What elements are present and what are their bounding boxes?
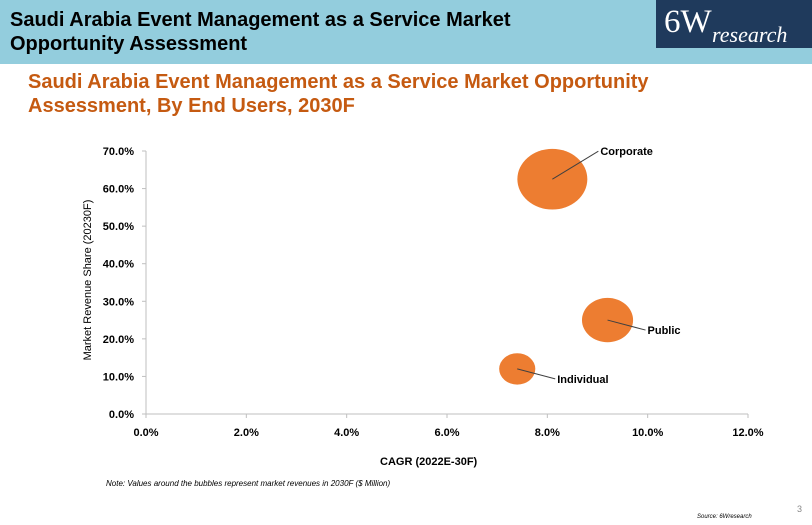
chart-title: Saudi Arabia Event Management as a Servi… xyxy=(28,71,649,117)
company-logo: 6W research xyxy=(656,0,812,48)
bubble-label-public: Public xyxy=(648,325,681,337)
y-tick-label: 70.0% xyxy=(103,146,134,158)
logo-main-text: 6W xyxy=(664,4,712,40)
x-axis-label: CAGR (2022E-30F) xyxy=(380,456,478,468)
x-tick-label: 2.0% xyxy=(234,427,259,439)
leader-line-public xyxy=(607,319,646,331)
bubble-label-individual: Individual xyxy=(557,374,608,386)
x-tick-label: 12.0% xyxy=(732,427,763,439)
y-tick-label: 30.0% xyxy=(103,296,134,308)
chart-note: Note: Values around the bubbles represen… xyxy=(106,479,391,488)
y-tick-label: 40.0% xyxy=(103,259,134,271)
x-tick-label: 0.0% xyxy=(133,427,158,439)
x-tick-label: 8.0% xyxy=(535,427,560,439)
y-tick-label: 50.0% xyxy=(103,221,134,233)
y-tick-label: 20.0% xyxy=(103,334,134,346)
header-bar: Saudi Arabia Event Management as a Servi… xyxy=(0,0,812,64)
source-text: Source: 6Wresearch xyxy=(697,514,752,520)
bubble-label-corporate: Corporate xyxy=(600,146,653,158)
x-tick-label: 4.0% xyxy=(334,427,359,439)
x-tick-label: 10.0% xyxy=(632,427,663,439)
y-axis-label: Market Revenue Share (20230F) xyxy=(82,199,94,361)
y-tick-label: 60.0% xyxy=(103,184,134,196)
page-number: 3 xyxy=(797,504,803,514)
y-tick-label: 0.0% xyxy=(109,409,134,421)
leader-line-individual xyxy=(517,368,556,380)
x-tick-label: 6.0% xyxy=(434,427,459,439)
logo-sub-text: research xyxy=(712,22,788,47)
page-title: Saudi Arabia Event Management as a Servi… xyxy=(10,9,511,55)
leader-line-corporate xyxy=(552,150,599,180)
y-tick-label: 10.0% xyxy=(103,371,134,383)
